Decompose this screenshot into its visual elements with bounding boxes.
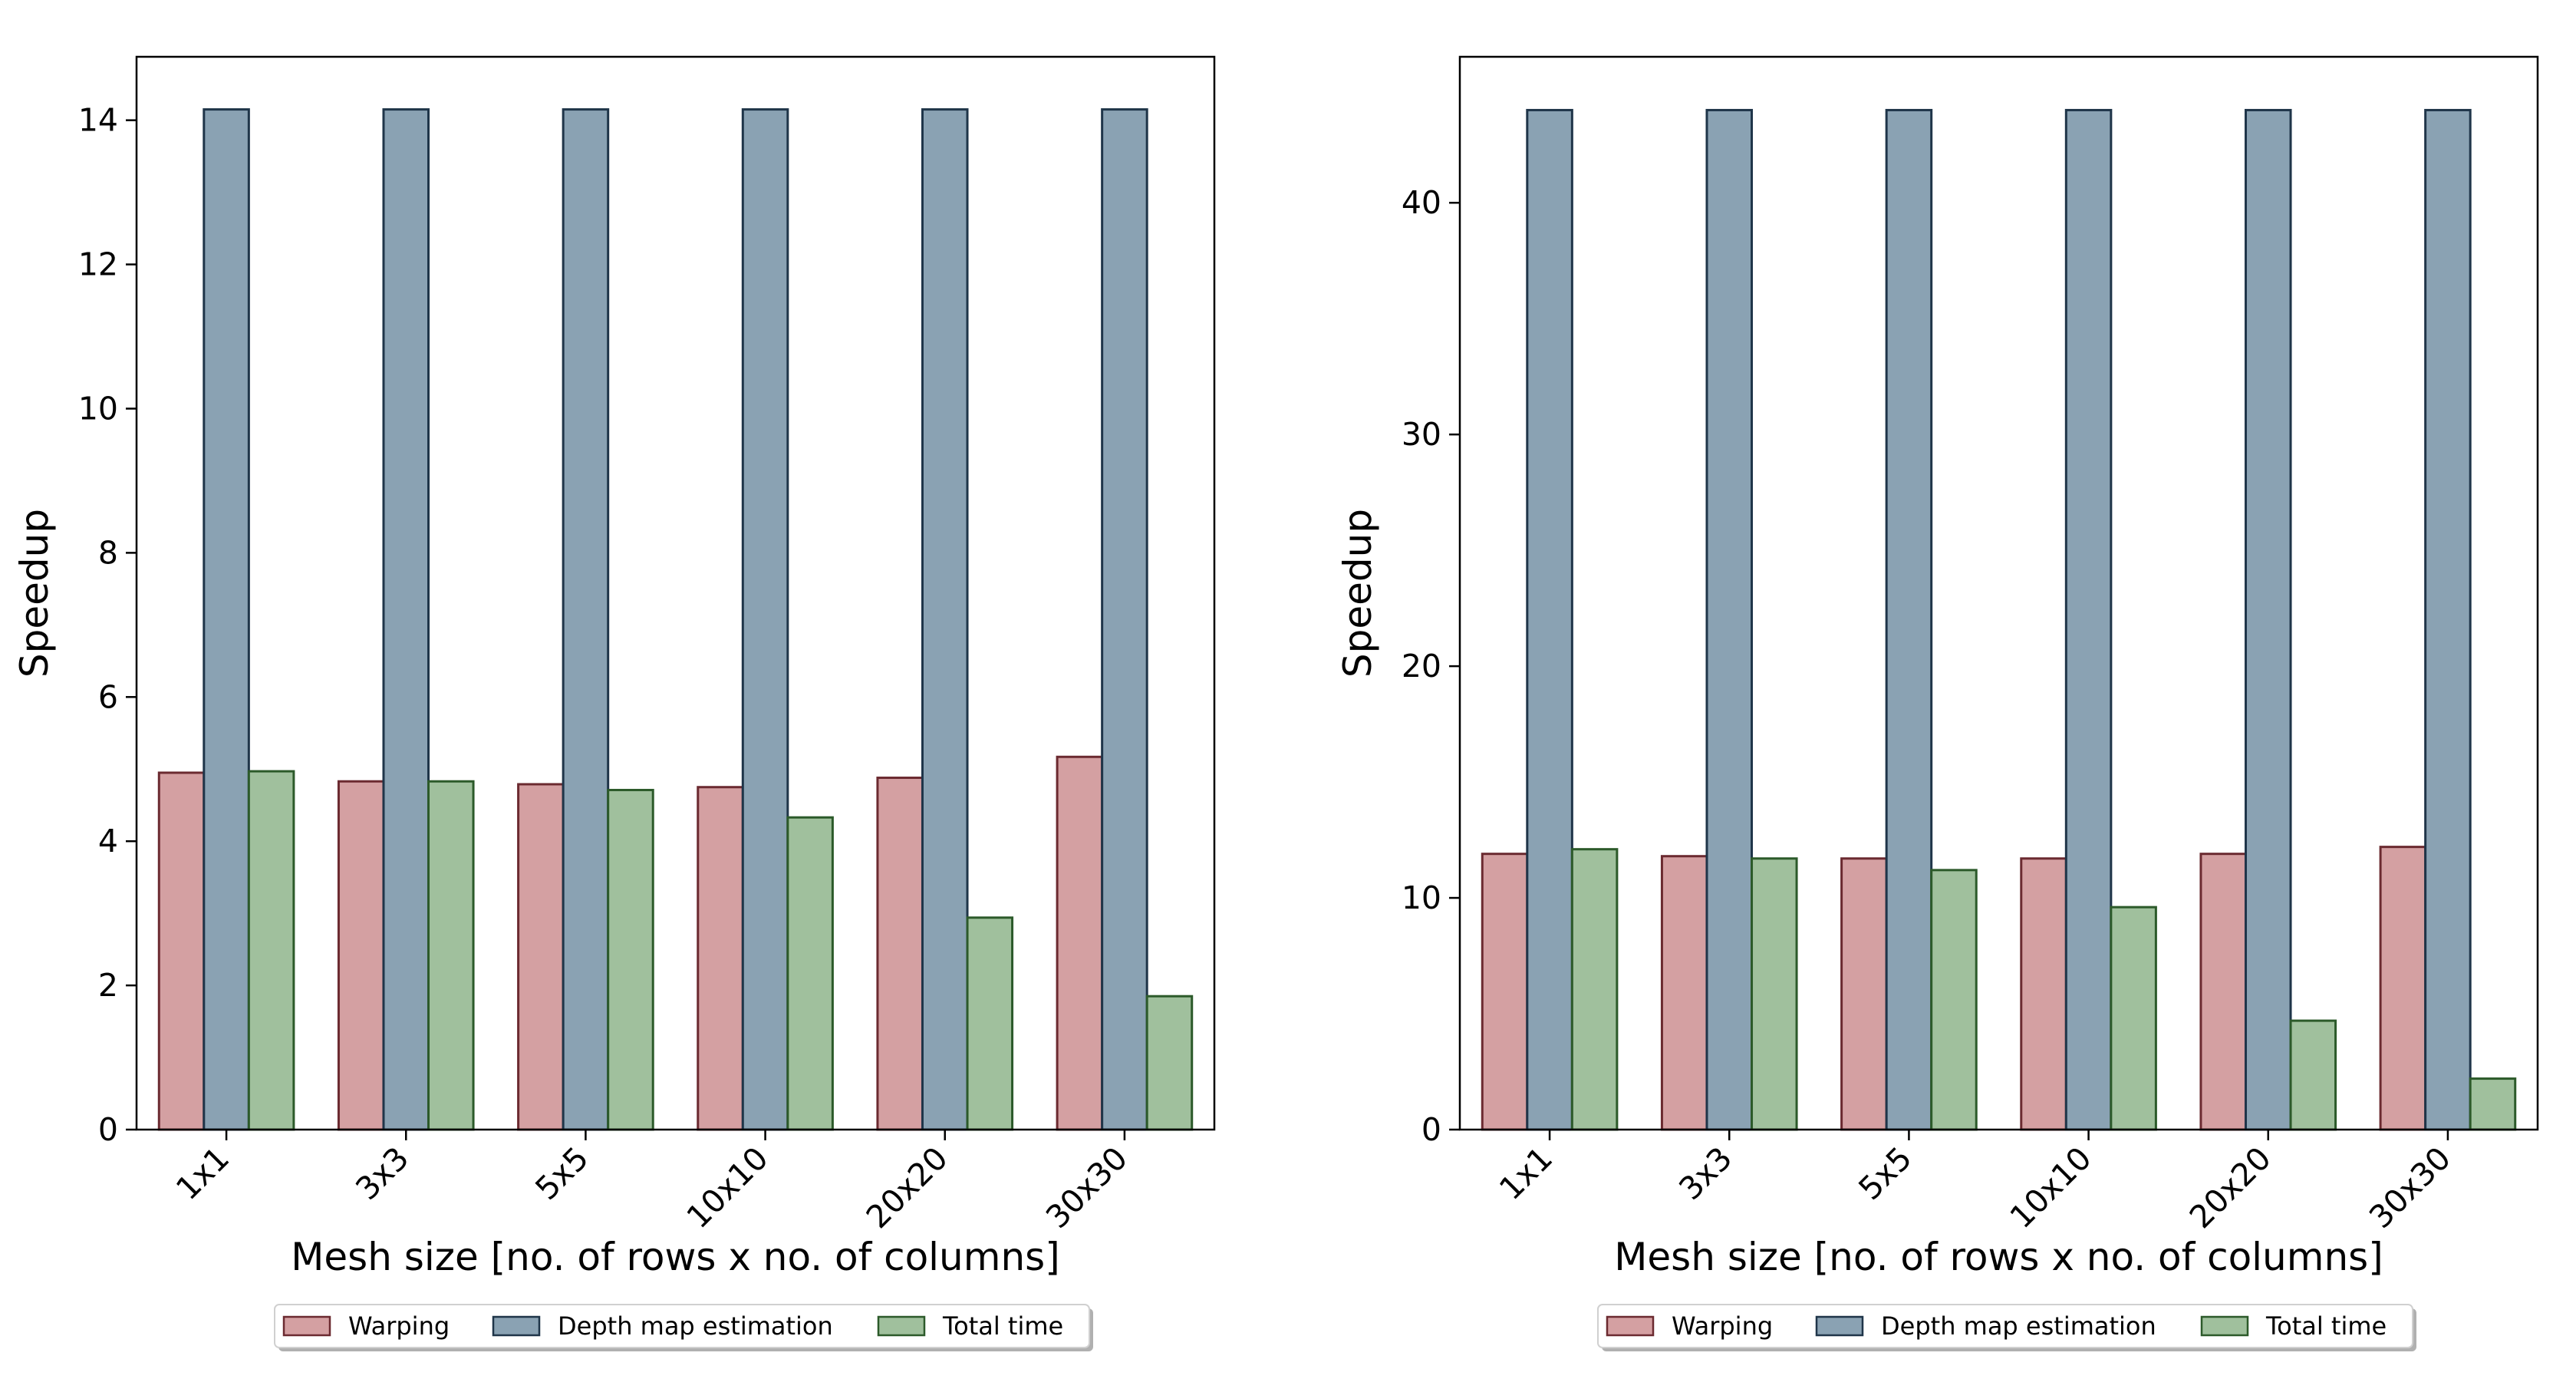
x-axis-label: Mesh size [no. of rows x no. of columns] xyxy=(1614,1235,2383,1279)
x-tick-label: 30x30 xyxy=(2362,1140,2458,1235)
bar-warping-10x10 xyxy=(2020,857,2067,1131)
bar-total-20x20 xyxy=(2289,1019,2337,1131)
y-axis-label: Speedup xyxy=(1336,509,1380,678)
axes-frame xyxy=(135,55,1216,1131)
y-tick-label: 30 xyxy=(1402,416,1441,453)
bar-total-3x3 xyxy=(427,780,475,1131)
y-tick-label: 10 xyxy=(78,390,118,427)
x-axis-label: Mesh size [no. of rows x no. of columns] xyxy=(291,1235,1059,1279)
y-tick-label: 10 xyxy=(1402,879,1441,916)
legend-swatch-depth xyxy=(1815,1315,1864,1337)
bar-depth-5x5 xyxy=(562,108,610,1131)
y-tick-label: 2 xyxy=(98,967,118,1004)
legend: Warping Depth map estimation Total time xyxy=(1597,1304,2416,1351)
bar-total-1x1 xyxy=(247,770,295,1131)
bar-total-20x20 xyxy=(966,916,1014,1131)
x-tick-label: 10x10 xyxy=(680,1140,776,1235)
bar-depth-30x30 xyxy=(1101,108,1148,1131)
y-axis-label: Speedup xyxy=(12,509,57,678)
y-tick-label: 0 xyxy=(98,1111,118,1148)
bar-total-30x30 xyxy=(2469,1077,2517,1131)
x-tick-label: 30x30 xyxy=(1039,1140,1135,1235)
bar-warping-3x3 xyxy=(1660,855,1708,1131)
legend-swatch-total xyxy=(2200,1315,2249,1337)
y-tick-label: 12 xyxy=(78,246,118,283)
x-tick-label: 3x3 xyxy=(348,1140,416,1207)
y-tick-label: 6 xyxy=(98,678,118,715)
legend-label-total: Total time xyxy=(2265,1311,2387,1341)
bar-warping-10x10 xyxy=(697,786,744,1131)
legend-label-warping: Warping xyxy=(348,1311,450,1341)
legend-swatch-warping xyxy=(1606,1315,1655,1337)
legend-box xyxy=(1597,1304,2413,1348)
bar-warping-1x1 xyxy=(157,771,206,1131)
bar-warping-3x3 xyxy=(337,780,385,1131)
x-tick-label: 3x3 xyxy=(1672,1140,1739,1207)
x-tick-label: 20x20 xyxy=(2182,1140,2278,1235)
x-tick-label: 1x1 xyxy=(169,1140,236,1207)
legend: Warping Depth map estimation Total time xyxy=(274,1304,1093,1351)
bar-warping-5x5 xyxy=(1840,857,1888,1131)
bar-depth-3x3 xyxy=(382,108,430,1131)
axes-frame xyxy=(1458,55,2539,1131)
x-tick-label: 1x1 xyxy=(1492,1140,1560,1207)
bar-depth-10x10 xyxy=(741,108,789,1131)
bar-depth-3x3 xyxy=(1705,108,1754,1131)
bar-depth-20x20 xyxy=(921,108,969,1131)
y-tick-label: 0 xyxy=(1421,1111,1441,1148)
bar-total-1x1 xyxy=(1570,848,1619,1131)
bar-warping-5x5 xyxy=(517,783,565,1131)
x-tick-label: 5x5 xyxy=(1851,1140,1919,1207)
legend-label-depth: Depth map estimation xyxy=(1881,1311,2156,1341)
bar-total-10x10 xyxy=(786,816,834,1131)
bar-warping-30x30 xyxy=(2379,846,2427,1131)
y-tick-label: 20 xyxy=(1402,648,1441,685)
legend-box xyxy=(274,1304,1090,1348)
legend-swatch-depth xyxy=(492,1315,541,1337)
legend-label-depth: Depth map estimation xyxy=(558,1311,833,1341)
bar-depth-20x20 xyxy=(2244,108,2292,1131)
bar-total-30x30 xyxy=(1145,995,1194,1131)
x-tick-label: 10x10 xyxy=(2003,1140,2099,1235)
y-tick-label: 8 xyxy=(98,534,118,571)
bar-total-10x10 xyxy=(2110,906,2157,1131)
legend-swatch-warping xyxy=(282,1315,331,1337)
legend-swatch-total xyxy=(877,1315,926,1337)
legend-label-total: Total time xyxy=(942,1311,1063,1341)
chart-panel-1: 0 2 4 6 8 10 12 14 1x1 3x3 5x5 10x10 20x20 30x30 Speed… xyxy=(12,55,1216,1351)
y-tick-label: 14 xyxy=(78,102,118,139)
chart-panel-2: 0 10 20 30 40 1x1 3x3 5x5 10x10 20x20 30x30 Speedup… xyxy=(1336,55,2539,1351)
bar-depth-1x1 xyxy=(203,108,250,1131)
bar-depth-5x5 xyxy=(1885,108,1933,1131)
bar-total-5x5 xyxy=(1930,869,1978,1131)
y-tick-label: 40 xyxy=(1402,184,1441,221)
bar-warping-30x30 xyxy=(1056,755,1104,1131)
bar-depth-30x30 xyxy=(2424,108,2472,1131)
bar-total-3x3 xyxy=(1751,857,1798,1131)
bar-total-5x5 xyxy=(607,788,654,1131)
x-tick-label: 20x20 xyxy=(859,1140,955,1235)
legend-label-warping: Warping xyxy=(1672,1311,1773,1341)
bar-warping-20x20 xyxy=(2199,853,2247,1131)
y-tick-label: 4 xyxy=(98,823,118,859)
bar-depth-10x10 xyxy=(2064,108,2113,1131)
x-tick-label: 5x5 xyxy=(528,1140,595,1207)
bar-warping-20x20 xyxy=(876,777,924,1131)
bar-warping-1x1 xyxy=(1481,853,1529,1131)
bar-depth-1x1 xyxy=(1526,108,1573,1131)
